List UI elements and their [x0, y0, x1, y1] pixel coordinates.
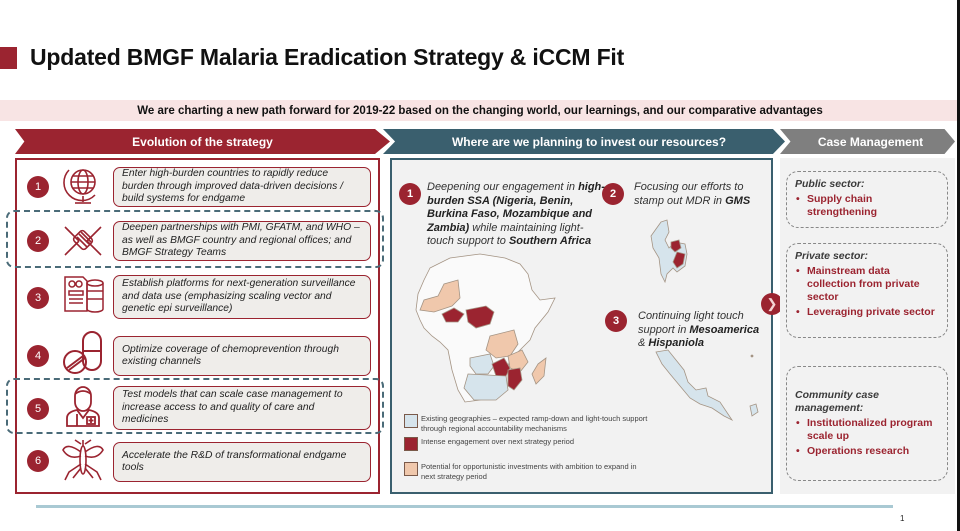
data-platform-icon [61, 273, 109, 315]
number-badge: 1 [399, 183, 421, 205]
investment-text-ssa: Deepening our engagement in high-burden … [427, 181, 605, 247]
community-case-management-box: Community case management: Institutional… [786, 366, 948, 481]
strategy-item: 1 Enter high-burden countries to rapidly… [17, 164, 378, 208]
private-sector-box: Private sector: Mainstream data collecti… [786, 243, 948, 338]
legend-item: Existing geographies – expected ramp-dow… [404, 414, 651, 433]
strategy-text: Optimize coverage of chemoprevention thr… [113, 336, 371, 376]
title-marker [0, 47, 17, 69]
number-badge: 3 [27, 287, 49, 309]
highlight-group-partnerships [6, 210, 384, 268]
health-worker-icon [61, 384, 109, 427]
mesoamerica-map [654, 346, 764, 431]
highlight-group-case-management [6, 378, 384, 434]
strategy-text: Accelerate the R&D of transformational e… [113, 442, 371, 482]
legend-swatch-existing [404, 414, 418, 428]
footer-divider [36, 505, 893, 508]
strategy-text: Establish platforms for next-generation … [113, 275, 371, 319]
number-badge: 6 [27, 450, 49, 472]
strategy-panel: 1 Enter high-burden countries to rapidly… [15, 158, 380, 494]
number-badge: 3 [605, 310, 627, 332]
mosquito-icon [61, 438, 109, 481]
page-title: Updated BMGF Malaria Eradication Strateg… [30, 44, 625, 70]
page-number: 1 [900, 514, 905, 523]
strategy-text: Enter high-burden countries to rapidly r… [113, 167, 371, 207]
header-evolution: Evolution of the strategy [15, 129, 390, 154]
strategy-text: Deepen partnerships with PMI, GFATM, and… [113, 221, 371, 261]
number-badge: 1 [27, 176, 49, 198]
pills-icon [61, 330, 109, 374]
africa-map [410, 250, 560, 415]
number-badge: 4 [27, 345, 49, 367]
strategy-item: 5 Test models that can scale case manage… [17, 384, 378, 432]
number-badge: 5 [27, 398, 49, 420]
strategy-item: 3 Establish platforms for next-generatio… [17, 272, 378, 319]
investment-text-mesoamerica: Continuing light touch support in Mesoam… [638, 310, 760, 349]
header-investment: Where are we planning to invest our reso… [383, 129, 785, 154]
gms-map [647, 218, 697, 293]
header-case-management: Case Management [780, 129, 955, 154]
number-badge: 2 [27, 230, 49, 252]
handshake-icon [61, 219, 109, 261]
legend-swatch-potential [404, 462, 418, 476]
legend-swatch-intense [404, 437, 418, 451]
strategy-text: Test models that can scale case manageme… [113, 386, 371, 430]
window-edge [957, 0, 960, 531]
public-sector-box: Public sector: Supply chain strengthenin… [786, 171, 948, 228]
legend-item: Potential for opportunistic investments … [404, 462, 651, 481]
globe-icon [61, 165, 109, 207]
chevron-right-icon: ❯ [761, 293, 783, 315]
legend-item: Intense engagement over next strategy pe… [404, 437, 651, 451]
number-badge: 2 [602, 183, 624, 205]
case-management-panel: Public sector: Supply chain strengthenin… [780, 158, 955, 494]
strategy-item: 4 Optimize coverage of chemoprevention t… [17, 328, 378, 376]
subtitle-banner: We are charting a new path forward for 2… [0, 100, 960, 121]
strategy-item: 6 Accelerate the R&D of transformational… [17, 438, 378, 486]
strategy-item: 2 Deepen partnerships with PMI, GFATM, a… [17, 218, 378, 262]
investment-panel: 1 Deepening our engagement in high-burde… [390, 158, 773, 494]
investment-text-gms: Focusing our efforts to stamp out MDR in… [634, 181, 751, 207]
